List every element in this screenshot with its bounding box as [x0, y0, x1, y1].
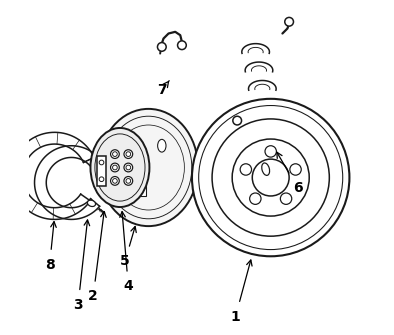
Circle shape [113, 165, 117, 170]
Circle shape [126, 179, 131, 183]
Circle shape [126, 165, 131, 170]
Ellipse shape [91, 128, 149, 207]
Ellipse shape [262, 163, 269, 176]
Circle shape [233, 116, 242, 125]
Circle shape [111, 163, 119, 172]
Text: 4: 4 [120, 212, 133, 293]
Circle shape [111, 177, 119, 185]
Circle shape [212, 119, 329, 236]
Circle shape [126, 152, 131, 156]
Circle shape [281, 193, 292, 204]
Circle shape [240, 164, 251, 175]
Text: 2: 2 [88, 211, 106, 304]
Circle shape [250, 193, 261, 204]
Text: 6: 6 [277, 152, 302, 195]
Ellipse shape [99, 109, 198, 226]
Circle shape [290, 164, 301, 175]
Circle shape [113, 179, 117, 183]
Ellipse shape [158, 139, 166, 152]
Circle shape [265, 146, 277, 157]
Circle shape [113, 152, 117, 156]
Ellipse shape [87, 200, 95, 206]
Circle shape [232, 139, 309, 216]
Text: 3: 3 [73, 220, 90, 312]
Text: 5: 5 [120, 226, 136, 268]
Circle shape [158, 43, 166, 51]
Circle shape [252, 159, 289, 196]
Circle shape [124, 163, 133, 172]
FancyBboxPatch shape [97, 156, 106, 186]
Circle shape [99, 160, 104, 165]
Circle shape [285, 17, 294, 26]
FancyBboxPatch shape [138, 186, 146, 196]
FancyBboxPatch shape [130, 152, 138, 162]
Circle shape [111, 150, 119, 158]
Text: 7: 7 [157, 81, 169, 97]
Circle shape [124, 150, 133, 158]
Text: 8: 8 [45, 222, 56, 272]
Circle shape [99, 177, 104, 182]
Circle shape [178, 41, 186, 50]
Polygon shape [35, 146, 103, 219]
Polygon shape [11, 132, 94, 219]
Text: 1: 1 [230, 260, 252, 324]
Circle shape [192, 99, 349, 256]
Circle shape [124, 177, 133, 185]
